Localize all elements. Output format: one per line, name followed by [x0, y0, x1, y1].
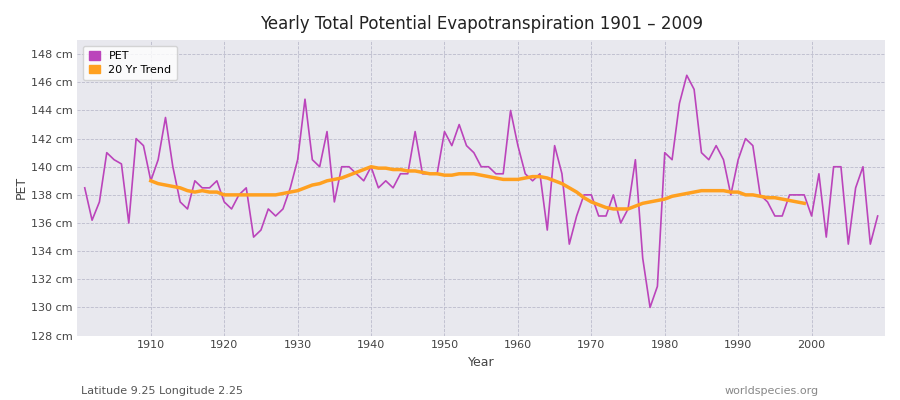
X-axis label: Year: Year [468, 356, 494, 369]
Text: worldspecies.org: worldspecies.org [724, 386, 819, 396]
Text: Latitude 9.25 Longitude 2.25: Latitude 9.25 Longitude 2.25 [81, 386, 243, 396]
Legend: PET, 20 Yr Trend: PET, 20 Yr Trend [83, 46, 177, 80]
Y-axis label: PET: PET [15, 176, 28, 200]
Title: Yearly Total Potential Evapotranspiration 1901 – 2009: Yearly Total Potential Evapotranspiratio… [260, 15, 703, 33]
